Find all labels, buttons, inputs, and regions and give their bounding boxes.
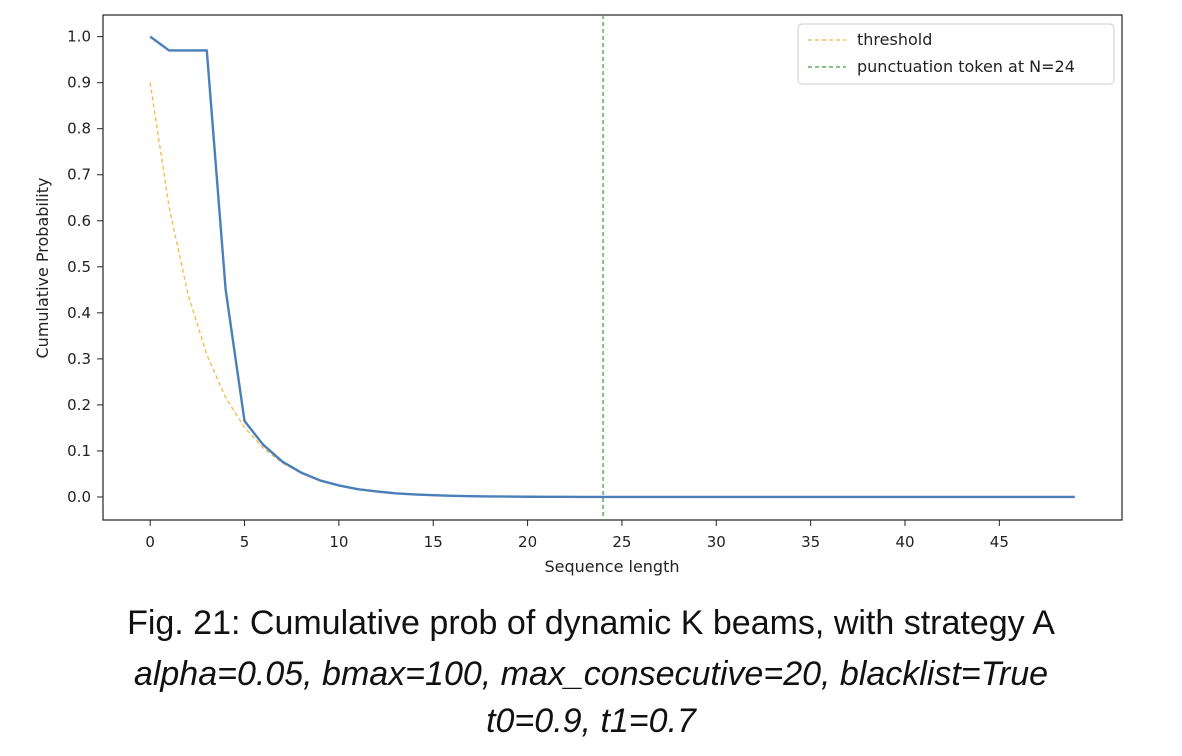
y-tick-label: 0.9 bbox=[67, 74, 91, 92]
x-tick-label: 25 bbox=[612, 533, 631, 551]
y-tick-label: 0.3 bbox=[67, 350, 91, 368]
x-tick-label: 45 bbox=[990, 533, 1009, 551]
y-tick-label: 0.7 bbox=[67, 166, 91, 184]
figure-caption-params: alpha=0.05, bmax=100, max_consecutive=20… bbox=[133, 655, 1049, 693]
cumulative-probability-series-line bbox=[149, 35, 1075, 499]
x-tick-label: 5 bbox=[240, 533, 250, 551]
y-tick-label: 0.5 bbox=[67, 258, 91, 276]
y-axis-label: Cumulative Probability bbox=[33, 178, 52, 359]
y-tick-label: 0.6 bbox=[67, 212, 91, 230]
figure-caption-thresholds: t0=0.9, t1=0.7 bbox=[486, 702, 696, 740]
y-tick-label: 0.4 bbox=[67, 304, 91, 322]
legend-vline-label: punctuation token at N=24 bbox=[857, 57, 1075, 76]
x-tick-label: 35 bbox=[801, 533, 820, 551]
y-tick-label: 0.1 bbox=[67, 442, 91, 460]
x-tick-label: 15 bbox=[424, 533, 443, 551]
y-tick-label: 0.0 bbox=[67, 488, 91, 506]
legend-box bbox=[797, 23, 1115, 85]
legend-threshold-label: threshold bbox=[857, 30, 932, 49]
y-tick-label: 0.2 bbox=[67, 396, 91, 414]
plot-area bbox=[102, 14, 1123, 521]
x-tick-label: 0 bbox=[145, 533, 155, 551]
x-axis-label: Sequence length bbox=[544, 557, 679, 576]
series-layer bbox=[149, 15, 1075, 520]
x-tick-label: 30 bbox=[707, 533, 726, 551]
x-tick-label: 10 bbox=[329, 533, 348, 551]
figure-caption-title: Fig. 21: Cumulative prob of dynamic K be… bbox=[127, 604, 1055, 642]
y-axis-ticks: 0.0 0.1 0.2 0.3 0.4 0.5 0.6 0.7 0.8 0.9 1.0 bbox=[67, 28, 103, 506]
x-tick-label: 20 bbox=[518, 533, 537, 551]
chart: 0 5 10 15 20 25 30 35 40 45 0.0 0.1 0.2 0.3 0.4 0.5 0.6… bbox=[33, 14, 1123, 576]
x-tick-label: 40 bbox=[895, 533, 914, 551]
legend: threshold punctuation token at N=24 bbox=[797, 23, 1115, 85]
x-axis-ticks: 0 5 10 15 20 25 30 35 40 45 bbox=[145, 520, 1009, 551]
y-tick-label: 0.8 bbox=[67, 120, 91, 138]
y-tick-label: 1.0 bbox=[67, 28, 91, 46]
